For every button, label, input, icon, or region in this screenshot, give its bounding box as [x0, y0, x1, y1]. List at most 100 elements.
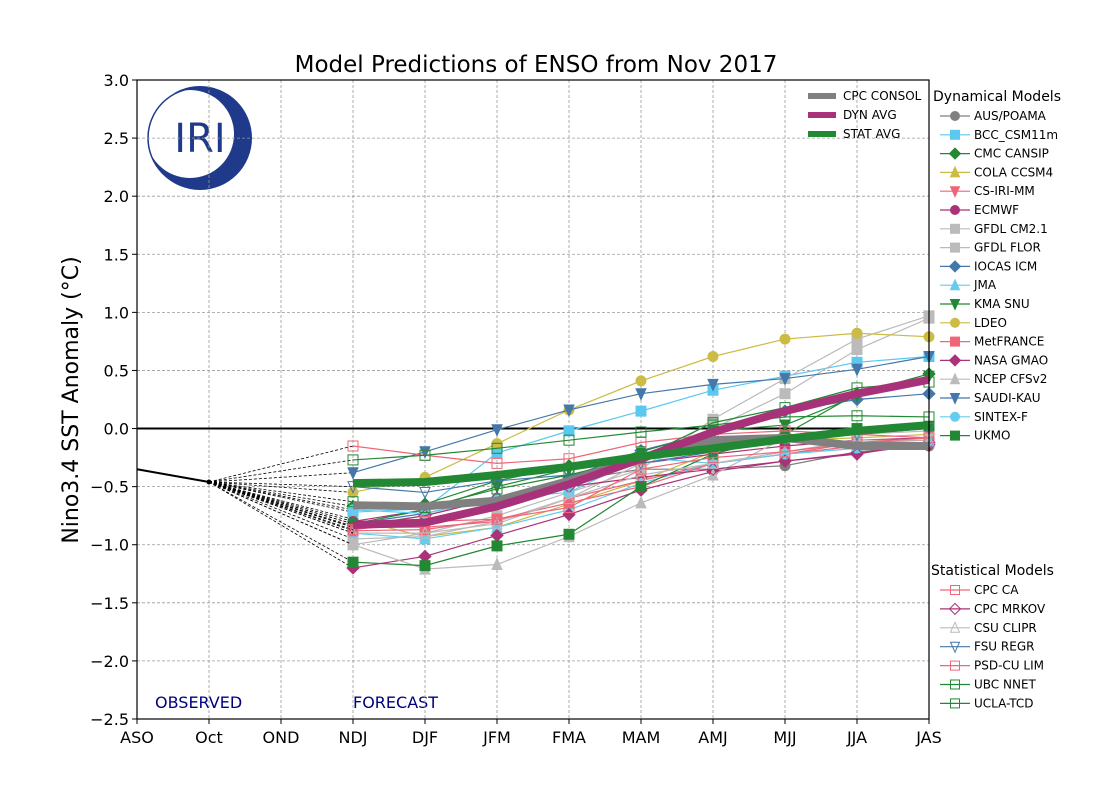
marker-square	[491, 540, 503, 552]
chart-title: Model Predictions of ENSO from Nov 2017	[295, 52, 778, 78]
y-tick-label: −2.0	[90, 652, 129, 671]
marker-square	[563, 434, 575, 446]
marker-square	[950, 430, 960, 441]
marker-square	[419, 560, 431, 572]
legend-label: ECMWF	[974, 203, 1019, 217]
marker-triangle-up	[491, 516, 503, 530]
marker-square	[635, 463, 647, 475]
marker-square	[491, 442, 503, 454]
marker-square	[491, 483, 503, 495]
legend-label: BCC_CSM11m	[974, 128, 1058, 142]
legend-label: CPC CA	[974, 583, 1019, 597]
marker-square	[635, 426, 647, 438]
marker-triangle-down	[779, 373, 791, 386]
marker-square	[950, 660, 960, 671]
x-tick-label: OND	[263, 728, 300, 747]
series-ldeo	[208, 327, 935, 498]
legend-label: PSD-CU LIM	[974, 659, 1044, 673]
svg-text:IRI: IRI	[174, 116, 225, 162]
marker-square	[491, 457, 503, 469]
legend-label: MetFRANCE	[974, 335, 1044, 349]
marker-circle	[950, 205, 960, 215]
y-tick-label: −1.5	[90, 594, 129, 613]
marker-square	[635, 481, 647, 493]
observed-line	[136, 468, 210, 483]
marker-square	[950, 336, 960, 347]
marker-square	[851, 410, 863, 422]
marker-circle	[779, 333, 791, 345]
legend-label: CMC CANSIP	[974, 147, 1049, 161]
legend-label: CS-IRI-MM	[974, 184, 1035, 198]
marker-triangle-down	[851, 363, 863, 377]
x-tick-label: NDJ	[338, 728, 367, 747]
marker-triangle-down	[949, 186, 961, 198]
marker-diamond	[850, 447, 864, 461]
legend-label: GFDL FLOR	[974, 241, 1041, 255]
y-tick-label: −0.5	[90, 478, 129, 497]
marker-circle	[635, 375, 647, 387]
legend-label: IOCAS ICM	[974, 259, 1037, 273]
y-tick-label: 3.0	[104, 71, 129, 90]
statistical-legend-title: Statistical Models	[931, 563, 1054, 579]
connector-line	[208, 481, 354, 546]
legend-label: CPC MRKOV	[974, 602, 1046, 616]
legend-label: CSU CLIPR	[974, 621, 1037, 635]
x-tick-label: JAS	[915, 728, 942, 747]
marker-triangle-down	[949, 641, 961, 654]
marker-triangle-up	[949, 278, 961, 291]
connector-line	[208, 481, 354, 507]
y-tick-label: 2.5	[104, 129, 129, 148]
connector-line	[208, 481, 354, 540]
marker-square	[779, 388, 791, 400]
connector-line	[208, 481, 354, 531]
iri-logo: IRI	[146, 86, 252, 190]
marker-square	[419, 449, 431, 461]
marker-square	[950, 129, 960, 140]
legend-label: JMA	[973, 278, 997, 292]
marker-circle	[707, 351, 719, 363]
marker-triangle-down	[563, 404, 575, 418]
y-tick-label: −2.5	[90, 710, 129, 729]
marker-circle	[950, 411, 960, 422]
marker-triangle-down	[347, 467, 359, 480]
plot-frame	[136, 79, 930, 720]
legend-label: GFDL CM2.1	[974, 222, 1048, 236]
marker-diamond	[948, 260, 962, 273]
marker-triangle-down	[419, 446, 431, 459]
legend-label: UKMO	[974, 429, 1010, 443]
marker-square	[950, 679, 960, 690]
y-tick-label: −1.0	[90, 536, 129, 555]
marker-square	[347, 556, 359, 568]
marker-square	[707, 417, 719, 429]
y-tick-label: 0.5	[104, 361, 129, 380]
marker-square	[779, 446, 791, 458]
y-tick-label: 1.5	[104, 245, 129, 264]
marker-triangle-up	[347, 537, 359, 551]
connector-line	[208, 472, 354, 483]
observed-label: OBSERVED	[155, 693, 242, 712]
marker-triangle-up	[949, 165, 961, 178]
marker-triangle-up	[347, 525, 359, 539]
y-tick-label: 2.0	[104, 187, 129, 206]
legend-label: KMA SNU	[974, 297, 1030, 311]
marker-diamond	[948, 602, 962, 616]
observed-point	[206, 479, 212, 485]
marker-square	[563, 425, 575, 437]
series-saudi-kau	[208, 351, 935, 483]
legend-label: DYN AVG	[843, 108, 897, 122]
legend-label: SINTEX-F	[974, 410, 1028, 424]
x-tick-label: JFM	[482, 728, 511, 747]
x-tick-label: Oct	[195, 728, 223, 747]
marker-triangle-up	[949, 621, 961, 633]
x-tick-label: MAM	[622, 728, 661, 747]
legend-label: NCEP CFSv2	[974, 372, 1047, 386]
marker-triangle-down	[635, 388, 647, 401]
marker-triangle-up	[563, 491, 575, 504]
legend-label: CPC CONSOL	[843, 89, 922, 103]
marker-triangle-down	[949, 299, 961, 311]
connector-line	[208, 481, 354, 563]
legend-label: LDEO	[974, 316, 1007, 330]
connector-line	[208, 481, 354, 534]
